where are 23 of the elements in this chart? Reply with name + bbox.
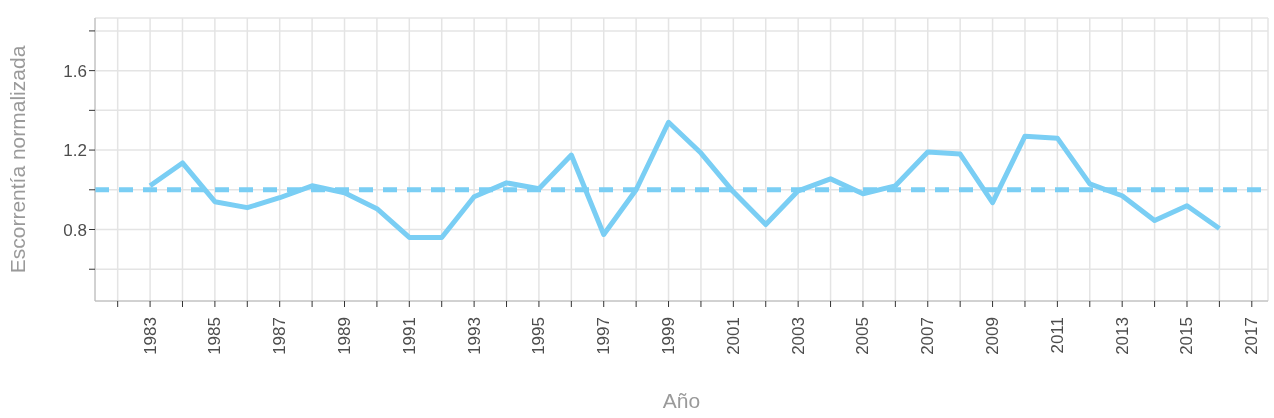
y-tick-label: 1.6: [63, 61, 87, 81]
x-tick-label: 2011: [1047, 317, 1067, 354]
y-tick-label: 1.2: [63, 141, 87, 161]
x-tick-label: 2007: [918, 317, 938, 355]
x-axis-title: Año: [662, 389, 701, 412]
y-axis-title: Escorrentía normalizada: [6, 45, 30, 274]
y-tick-label: 0.8: [63, 220, 87, 240]
x-tick-label: 1993: [464, 317, 484, 355]
x-tick-label: 1991: [399, 317, 419, 355]
x-tick-label: 1999: [659, 317, 679, 355]
x-tick-label: 1997: [594, 317, 614, 355]
x-tick-label: 2009: [983, 317, 1003, 355]
x-tick-label: 2003: [788, 317, 808, 355]
x-tick-label: 1995: [529, 317, 549, 355]
x-tick-label: 1983: [140, 317, 160, 355]
x-tick-label: 1985: [205, 317, 225, 355]
x-tick-label: 2005: [853, 317, 873, 355]
x-tick-label: 2001: [723, 317, 743, 355]
x-tick-label: 1987: [270, 317, 290, 355]
x-tick-label: 2017: [1242, 317, 1262, 355]
x-tick-label: 2015: [1177, 317, 1197, 355]
x-tick-label: 1989: [335, 317, 355, 355]
x-tick-label: 2013: [1112, 317, 1132, 355]
